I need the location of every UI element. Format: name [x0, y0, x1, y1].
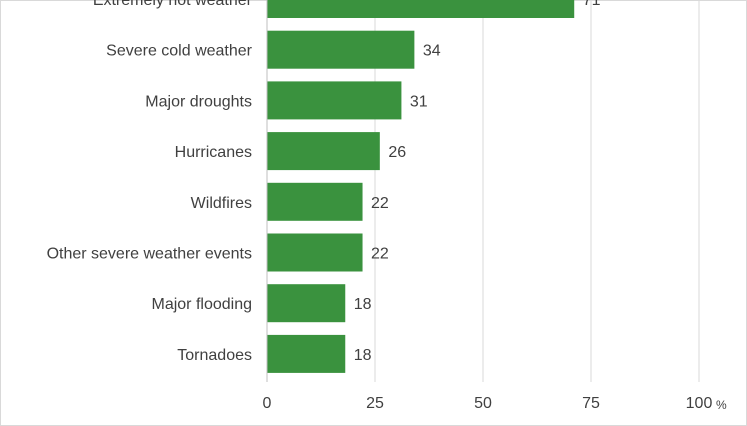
category-label: Extremely hot weather — [93, 0, 253, 9]
bar — [267, 0, 575, 18]
category-label: Major droughts — [145, 93, 252, 110]
x-tick-label: 100 — [686, 395, 713, 412]
x-axis: 0 25 50 75 100% — [263, 395, 727, 412]
x-unit-label: % — [716, 398, 727, 412]
x-tick-label: 25 — [366, 395, 384, 412]
x-tick-label: 0 — [263, 395, 272, 412]
bar — [267, 334, 346, 373]
bar — [267, 284, 346, 323]
category-label: Major flooding — [152, 296, 253, 313]
category-label: Other severe weather events — [47, 246, 252, 263]
bar — [267, 81, 402, 120]
value-label: 31 — [410, 93, 428, 110]
category-label: Severe cold weather — [106, 43, 253, 60]
bar — [267, 233, 363, 272]
category-label: Hurricanes — [175, 144, 252, 161]
category-label: Wildfires — [191, 195, 252, 212]
value-label: 22 — [371, 195, 389, 212]
category-labels: Extremely hot weather Severe cold weather… — [47, 0, 253, 364]
value-label: 71 — [583, 0, 601, 9]
value-labels: 71 34 31 26 22 22 18 18 — [354, 0, 601, 364]
category-label: Tornadoes — [177, 347, 252, 364]
x-tick-label: 50 — [474, 395, 492, 412]
value-label: 22 — [371, 246, 389, 263]
bar — [267, 182, 363, 221]
bar — [267, 30, 415, 69]
x-tick-label: 75 — [582, 395, 600, 412]
value-label: 18 — [354, 296, 372, 313]
value-label: 34 — [423, 43, 441, 60]
bars — [267, 0, 575, 373]
bar — [267, 132, 380, 171]
value-label: 18 — [354, 347, 372, 364]
value-label: 26 — [388, 144, 406, 161]
